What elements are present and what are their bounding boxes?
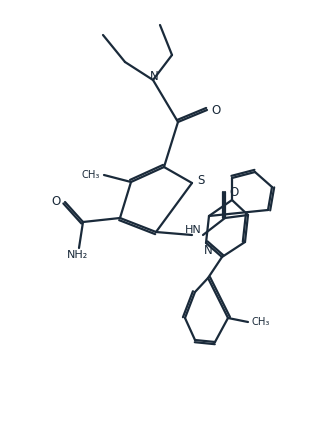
Text: CH₃: CH₃: [251, 317, 269, 327]
Text: HN: HN: [185, 225, 201, 235]
Text: O: O: [229, 186, 239, 198]
Text: CH₃: CH₃: [82, 170, 100, 180]
Text: N: N: [203, 243, 212, 257]
Text: O: O: [211, 103, 221, 117]
Text: N: N: [150, 70, 158, 83]
Text: NH₂: NH₂: [68, 250, 89, 260]
Text: S: S: [197, 173, 205, 187]
Text: O: O: [51, 194, 61, 208]
